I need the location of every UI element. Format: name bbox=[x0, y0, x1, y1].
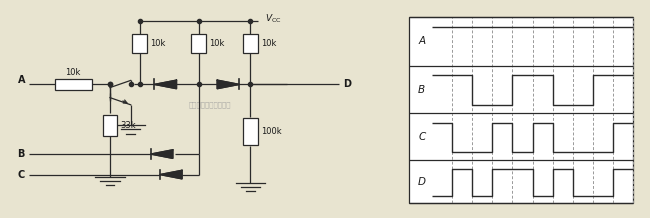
Text: C: C bbox=[18, 170, 25, 180]
Bar bbox=[409, 17, 633, 203]
Bar bbox=[191, 34, 206, 53]
Bar bbox=[243, 118, 258, 145]
Text: C: C bbox=[418, 132, 425, 142]
Text: 33k: 33k bbox=[120, 121, 136, 130]
Text: 10k: 10k bbox=[66, 68, 81, 77]
Polygon shape bbox=[217, 80, 239, 89]
Bar bbox=[243, 34, 258, 53]
Text: 杭州特精科技有限公司: 杭州特精科技有限公司 bbox=[188, 102, 231, 108]
Polygon shape bbox=[154, 80, 177, 89]
Polygon shape bbox=[160, 170, 182, 179]
Text: 10k: 10k bbox=[150, 39, 165, 48]
Text: A: A bbox=[418, 36, 425, 46]
Text: 10k: 10k bbox=[209, 39, 224, 48]
Text: 100k: 100k bbox=[261, 127, 281, 136]
Text: B: B bbox=[418, 85, 425, 95]
Text: D: D bbox=[418, 177, 426, 187]
Bar bbox=[55, 79, 92, 90]
Bar bbox=[103, 115, 118, 136]
Text: 10k: 10k bbox=[261, 39, 276, 48]
Text: A: A bbox=[18, 75, 25, 85]
Text: $V_\mathrm{CC}$: $V_\mathrm{CC}$ bbox=[265, 13, 282, 25]
Text: D: D bbox=[343, 79, 351, 89]
Polygon shape bbox=[151, 150, 173, 158]
Text: B: B bbox=[18, 149, 25, 159]
Bar bbox=[132, 34, 147, 53]
